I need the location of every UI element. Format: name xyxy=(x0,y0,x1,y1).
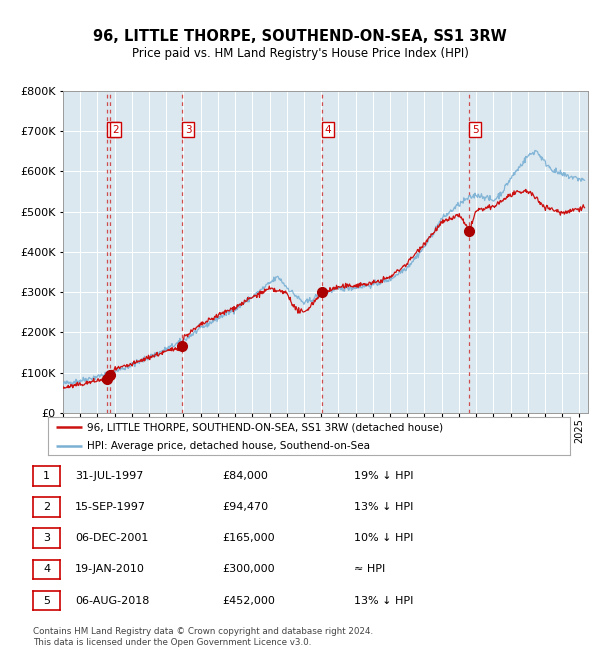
Text: 3: 3 xyxy=(43,533,50,543)
Text: £300,000: £300,000 xyxy=(222,564,275,575)
Text: 3: 3 xyxy=(185,125,191,135)
Text: 13% ↓ HPI: 13% ↓ HPI xyxy=(354,502,413,512)
Text: Contains HM Land Registry data © Crown copyright and database right 2024.
This d: Contains HM Land Registry data © Crown c… xyxy=(33,627,373,647)
Text: 1: 1 xyxy=(43,471,50,481)
Text: £452,000: £452,000 xyxy=(222,595,275,606)
Text: 4: 4 xyxy=(43,564,50,575)
Text: £165,000: £165,000 xyxy=(222,533,275,543)
Text: 13% ↓ HPI: 13% ↓ HPI xyxy=(354,595,413,606)
Text: 15-SEP-1997: 15-SEP-1997 xyxy=(75,502,146,512)
Text: ≈ HPI: ≈ HPI xyxy=(354,564,385,575)
Text: £84,000: £84,000 xyxy=(222,471,268,481)
Text: 96, LITTLE THORPE, SOUTHEND-ON-SEA, SS1 3RW: 96, LITTLE THORPE, SOUTHEND-ON-SEA, SS1 … xyxy=(93,29,507,44)
Text: 06-AUG-2018: 06-AUG-2018 xyxy=(75,595,149,606)
Text: 31-JUL-1997: 31-JUL-1997 xyxy=(75,471,143,481)
Text: 19% ↓ HPI: 19% ↓ HPI xyxy=(354,471,413,481)
Text: 19-JAN-2010: 19-JAN-2010 xyxy=(75,564,145,575)
Text: 96, LITTLE THORPE, SOUTHEND-ON-SEA, SS1 3RW (detached house): 96, LITTLE THORPE, SOUTHEND-ON-SEA, SS1 … xyxy=(87,422,443,432)
Text: 1: 1 xyxy=(110,125,116,135)
Text: 5: 5 xyxy=(472,125,478,135)
Text: HPI: Average price, detached house, Southend-on-Sea: HPI: Average price, detached house, Sout… xyxy=(87,441,370,450)
Text: 2: 2 xyxy=(43,502,50,512)
Text: 06-DEC-2001: 06-DEC-2001 xyxy=(75,533,148,543)
Text: £94,470: £94,470 xyxy=(222,502,268,512)
Text: 4: 4 xyxy=(325,125,331,135)
Text: 2: 2 xyxy=(112,125,119,135)
Text: Price paid vs. HM Land Registry's House Price Index (HPI): Price paid vs. HM Land Registry's House … xyxy=(131,47,469,60)
Text: 5: 5 xyxy=(43,595,50,606)
Text: 10% ↓ HPI: 10% ↓ HPI xyxy=(354,533,413,543)
